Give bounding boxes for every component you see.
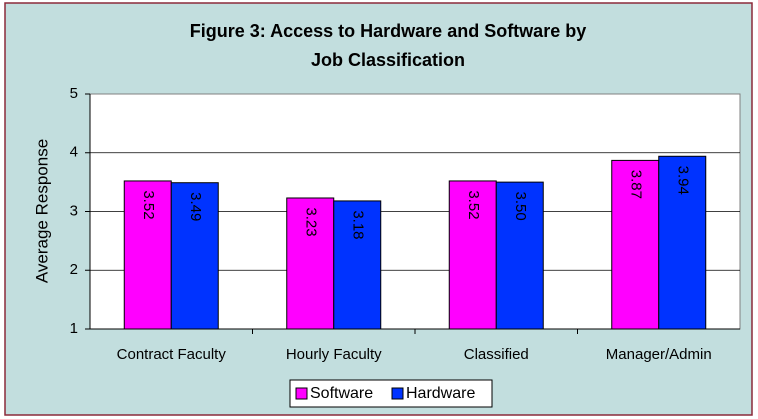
bar — [123, 180, 172, 330]
chart-title: Figure 3: Access to Hardware and Softwar… — [190, 21, 586, 41]
x-tick-label: Hourly Faculty — [286, 346, 382, 363]
y-axis-label: Average Response — [32, 139, 51, 283]
data-label: 3.94 — [674, 166, 691, 195]
x-tick-label: Classified — [464, 346, 529, 363]
bar — [448, 180, 497, 330]
bar — [333, 200, 382, 330]
data-label: 3.87 — [627, 170, 644, 199]
legend-label: Software — [310, 385, 373, 402]
bar — [170, 182, 219, 330]
data-label: 3.50 — [512, 192, 529, 221]
legend-swatch — [391, 387, 404, 400]
bar — [611, 159, 660, 330]
x-tick-label: Manager/Admin — [606, 346, 712, 363]
data-label: 3.23 — [302, 207, 319, 236]
data-label: 3.52 — [140, 190, 157, 219]
legend-label: Hardware — [406, 385, 475, 402]
legend — [289, 379, 493, 408]
y-tick-label: 4 — [70, 144, 78, 161]
y-tick-label: 1 — [70, 320, 78, 337]
data-label: 3.18 — [349, 210, 366, 239]
chart-title: Job Classification — [311, 50, 465, 70]
bar — [495, 181, 544, 330]
x-tick-label: Contract Faculty — [117, 346, 227, 363]
y-tick-label: 3 — [70, 202, 78, 219]
bar — [658, 155, 707, 330]
legend-swatch — [295, 387, 308, 400]
data-label: 3.52 — [465, 190, 482, 219]
bar — [286, 197, 335, 330]
y-tick-label: 2 — [70, 261, 78, 278]
data-label: 3.49 — [187, 192, 204, 221]
y-tick-label: 5 — [70, 85, 78, 102]
